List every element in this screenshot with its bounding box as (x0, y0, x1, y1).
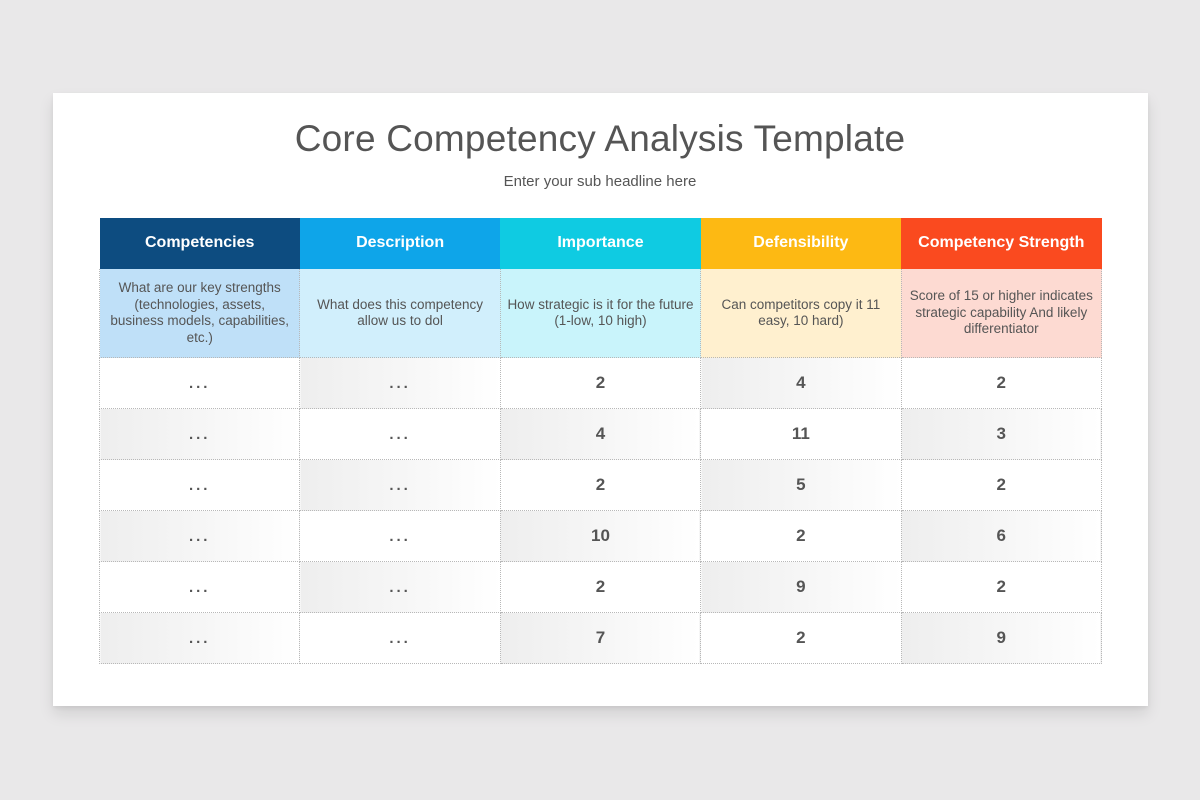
table-cell[interactable]: ... (98, 561, 301, 613)
table-cell[interactable]: 2 (900, 561, 1103, 613)
table-cell[interactable]: 2 (900, 357, 1103, 409)
table-cell[interactable]: 7 (499, 612, 702, 664)
table-cell[interactable]: ... (98, 510, 301, 562)
table-cell[interactable]: 5 (700, 459, 902, 511)
table-row: ...... 2 9 2 (98, 561, 1103, 613)
header-importance: Importance (500, 217, 701, 269)
table-cell[interactable]: 3 (900, 408, 1103, 460)
table-cell[interactable]: 4 (499, 408, 702, 460)
desc-importance: How strategic is it for the future (1-lo… (499, 268, 702, 358)
table-row: ...... 2 4 2 (98, 357, 1103, 409)
table-cell[interactable]: ... (299, 459, 501, 511)
header-competency-strength: Competency Strength (901, 217, 1102, 269)
slide-title: Core Competency Analysis Template (294, 118, 906, 159)
table-cell[interactable]: 4 (700, 357, 902, 409)
table-cell[interactable]: ... (98, 408, 301, 460)
table-cell[interactable]: ... (299, 561, 501, 613)
table-cell[interactable]: 9 (900, 612, 1103, 664)
table-cell[interactable]: 2 (499, 459, 702, 511)
table-cell[interactable]: ... (98, 459, 301, 511)
table-cell[interactable]: 2 (499, 561, 702, 613)
table-cell[interactable]: 2 (700, 612, 902, 664)
table-cell[interactable]: ... (98, 612, 301, 664)
slide-subtitle: Enter your sub headline here (503, 173, 697, 190)
header-competencies: Competencies (99, 217, 300, 269)
desc-competency-strength: Score of 15 or higher indicates strategi… (900, 268, 1103, 358)
table-cell[interactable]: 2 (900, 459, 1103, 511)
table-cell[interactable]: 2 (499, 357, 702, 409)
competency-table: Competencies Description Importance Defe… (98, 217, 1103, 664)
description-row: What are our key strengths (technologies… (98, 268, 1103, 358)
table-row: ...... 10 2 6 (98, 510, 1103, 562)
table-cell[interactable]: ... (299, 612, 501, 664)
table-cell[interactable]: 9 (700, 561, 902, 613)
table-cell[interactable]: 10 (499, 510, 702, 562)
table-cell[interactable]: 2 (700, 510, 902, 562)
table-row: ...... 2 5 2 (98, 459, 1103, 511)
table-cell[interactable]: 6 (900, 510, 1103, 562)
table-cell[interactable]: ... (299, 357, 501, 409)
desc-competencies: What are our key strengths (technologies… (98, 268, 301, 358)
table-row: ...... 7 2 9 (98, 612, 1103, 664)
table-cell[interactable]: 11 (700, 408, 902, 460)
table-cell[interactable]: ... (299, 510, 501, 562)
table-cell[interactable]: ... (299, 408, 501, 460)
header-description: Description (299, 217, 501, 269)
desc-defensibility: Can competitors copy it 11 easy, 10 hard… (700, 268, 902, 358)
header-defensibility: Defensibility (700, 217, 902, 269)
table-cell[interactable]: ... (98, 357, 301, 409)
header-row: Competencies Description Importance Defe… (99, 217, 1102, 269)
desc-description: What does this competency allow us to do… (299, 268, 501, 358)
table-row: ...... 4 11 3 (98, 408, 1103, 460)
